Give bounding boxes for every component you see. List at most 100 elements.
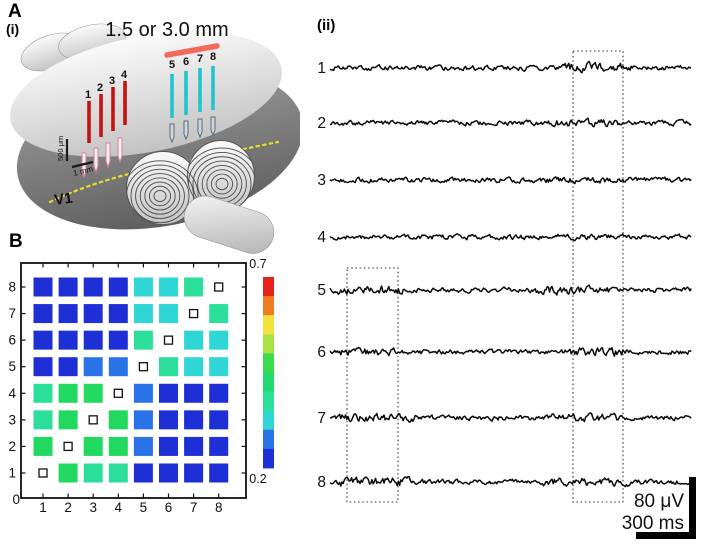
trace-number-label: 1 (317, 60, 326, 77)
brain-schematic: 1.5 or 3.0 mm 123 45 6 7 8 V1 500 μm 1 mm (10, 19, 300, 254)
electrode-red (99, 94, 103, 137)
matrix-cell (209, 463, 229, 483)
ring-contour (126, 160, 199, 225)
electrode-number: 3 (109, 75, 115, 87)
y-tick-label: 6 (8, 333, 16, 348)
trace-labels: 1 2 3 4 5 6 7 8 (317, 60, 326, 491)
voltage-trace (329, 346, 692, 357)
buried-probe-outline (210, 116, 216, 137)
trace-number-label: 5 (317, 282, 326, 299)
panel-ai-label: (i) (6, 21, 20, 37)
matrix-cell (209, 383, 229, 403)
y-tick-label: 3 (8, 412, 16, 427)
matrix-cell (159, 383, 178, 403)
colorbar-segment (263, 429, 274, 450)
matrix-cell (83, 463, 103, 483)
highlight-boxes (346, 50, 624, 503)
matrix-diagonal-cell (163, 335, 174, 345)
electrode-number: 2 (97, 82, 103, 94)
matrix-cell (184, 357, 204, 377)
panel-a-label: A (8, 1, 22, 22)
scalebar-1mm-line (71, 160, 94, 169)
matrix-cell (209, 304, 229, 324)
colorbar-segment (263, 372, 274, 392)
buried-probe-outline (169, 123, 175, 144)
matrix-cell (159, 357, 178, 377)
time-scale-label: 300 ms (622, 513, 684, 534)
electrode-cyan (211, 66, 215, 110)
electrode-red (87, 101, 91, 143)
matrix-diagonal-cell (113, 388, 123, 398)
matrix-cell (58, 463, 78, 483)
x-tick-label: 7 (190, 500, 198, 515)
matrix-cell (159, 304, 178, 324)
matrix-cell (83, 304, 103, 324)
matrix-cell (108, 463, 128, 483)
matrix-axis-ticks (21, 263, 246, 498)
matrix-diagonal-cell (188, 308, 199, 319)
matrix-diagonal-cell (38, 468, 48, 478)
ring-contour (148, 185, 172, 207)
panel-aii-label: (ii) (317, 17, 336, 34)
matrix-diagonal-cell (63, 441, 73, 452)
matrix-cell (108, 277, 128, 297)
matrix-diagonal-cell (214, 282, 224, 292)
x-tick-label: 2 (64, 500, 72, 515)
trace-number-label: 6 (317, 344, 326, 361)
matrix-cell (209, 410, 229, 430)
electrode-number: 6 (183, 56, 189, 68)
matrix-cell (209, 357, 229, 377)
colorbar (263, 277, 274, 469)
ring-contour (126, 164, 195, 225)
matrix-cell (108, 304, 128, 324)
electrode-number: 4 (121, 69, 128, 81)
x-tick-label: 3 (89, 500, 97, 515)
matrix-cell (83, 357, 103, 377)
y-tick-label: 7 (8, 306, 16, 321)
colorbar-segment (263, 296, 274, 316)
matrix-cell (159, 410, 178, 430)
matrix-cell (159, 436, 178, 456)
electrode-cyan (198, 68, 202, 112)
ring-contour (144, 181, 176, 211)
matrix-cell (83, 383, 103, 403)
matrix-cell (159, 463, 178, 483)
matrix-cell (184, 410, 204, 430)
electrode-red (123, 81, 127, 125)
voltage-trace (329, 412, 692, 423)
matrix-cell (58, 304, 78, 324)
matrix-cell (133, 436, 153, 456)
matrix-cell (58, 383, 78, 403)
colorbar-segment (263, 391, 274, 412)
ring-contour (187, 151, 255, 212)
voltage-trace (329, 117, 692, 128)
scalebar-group: 80 μV 300 ms (622, 477, 696, 539)
matrix-diagonal-cell (138, 362, 149, 372)
buried-probe-outline (197, 118, 203, 139)
matrix-cell (83, 277, 103, 297)
matrix-cell (83, 436, 103, 456)
electrode-array: 123 4 5 6 7 8 (81, 51, 216, 179)
matrix-cell (58, 277, 78, 297)
matrix-cell (133, 463, 153, 483)
x-tick-label: 1 (39, 500, 47, 515)
brainstem-cylinder (183, 195, 275, 254)
electrode-cyan (170, 74, 174, 118)
v1-boundary-dotted-line (48, 140, 280, 204)
x-tick-label: 8 (215, 500, 223, 515)
eccentricity-rings-right (187, 147, 255, 212)
matrix-cell (133, 277, 153, 297)
matrix-cell (133, 304, 153, 324)
trace-number-label: 4 (317, 229, 326, 246)
matrix-cell (184, 330, 204, 350)
y-tick-label: 5 (8, 359, 16, 374)
buried-probe-outline (183, 120, 189, 141)
trace-number-label: 7 (317, 410, 326, 427)
matrix-cell (209, 436, 229, 456)
matrix-tick-labels: 1 2 3 4 5 6 7 8 8 7 6 5 4 3 2 1 0 (8, 280, 222, 516)
colorbar-min-label: 0.2 (249, 472, 266, 486)
time-scalebar (636, 532, 696, 539)
ring-contour (210, 173, 234, 195)
matrix-cell (58, 330, 78, 350)
